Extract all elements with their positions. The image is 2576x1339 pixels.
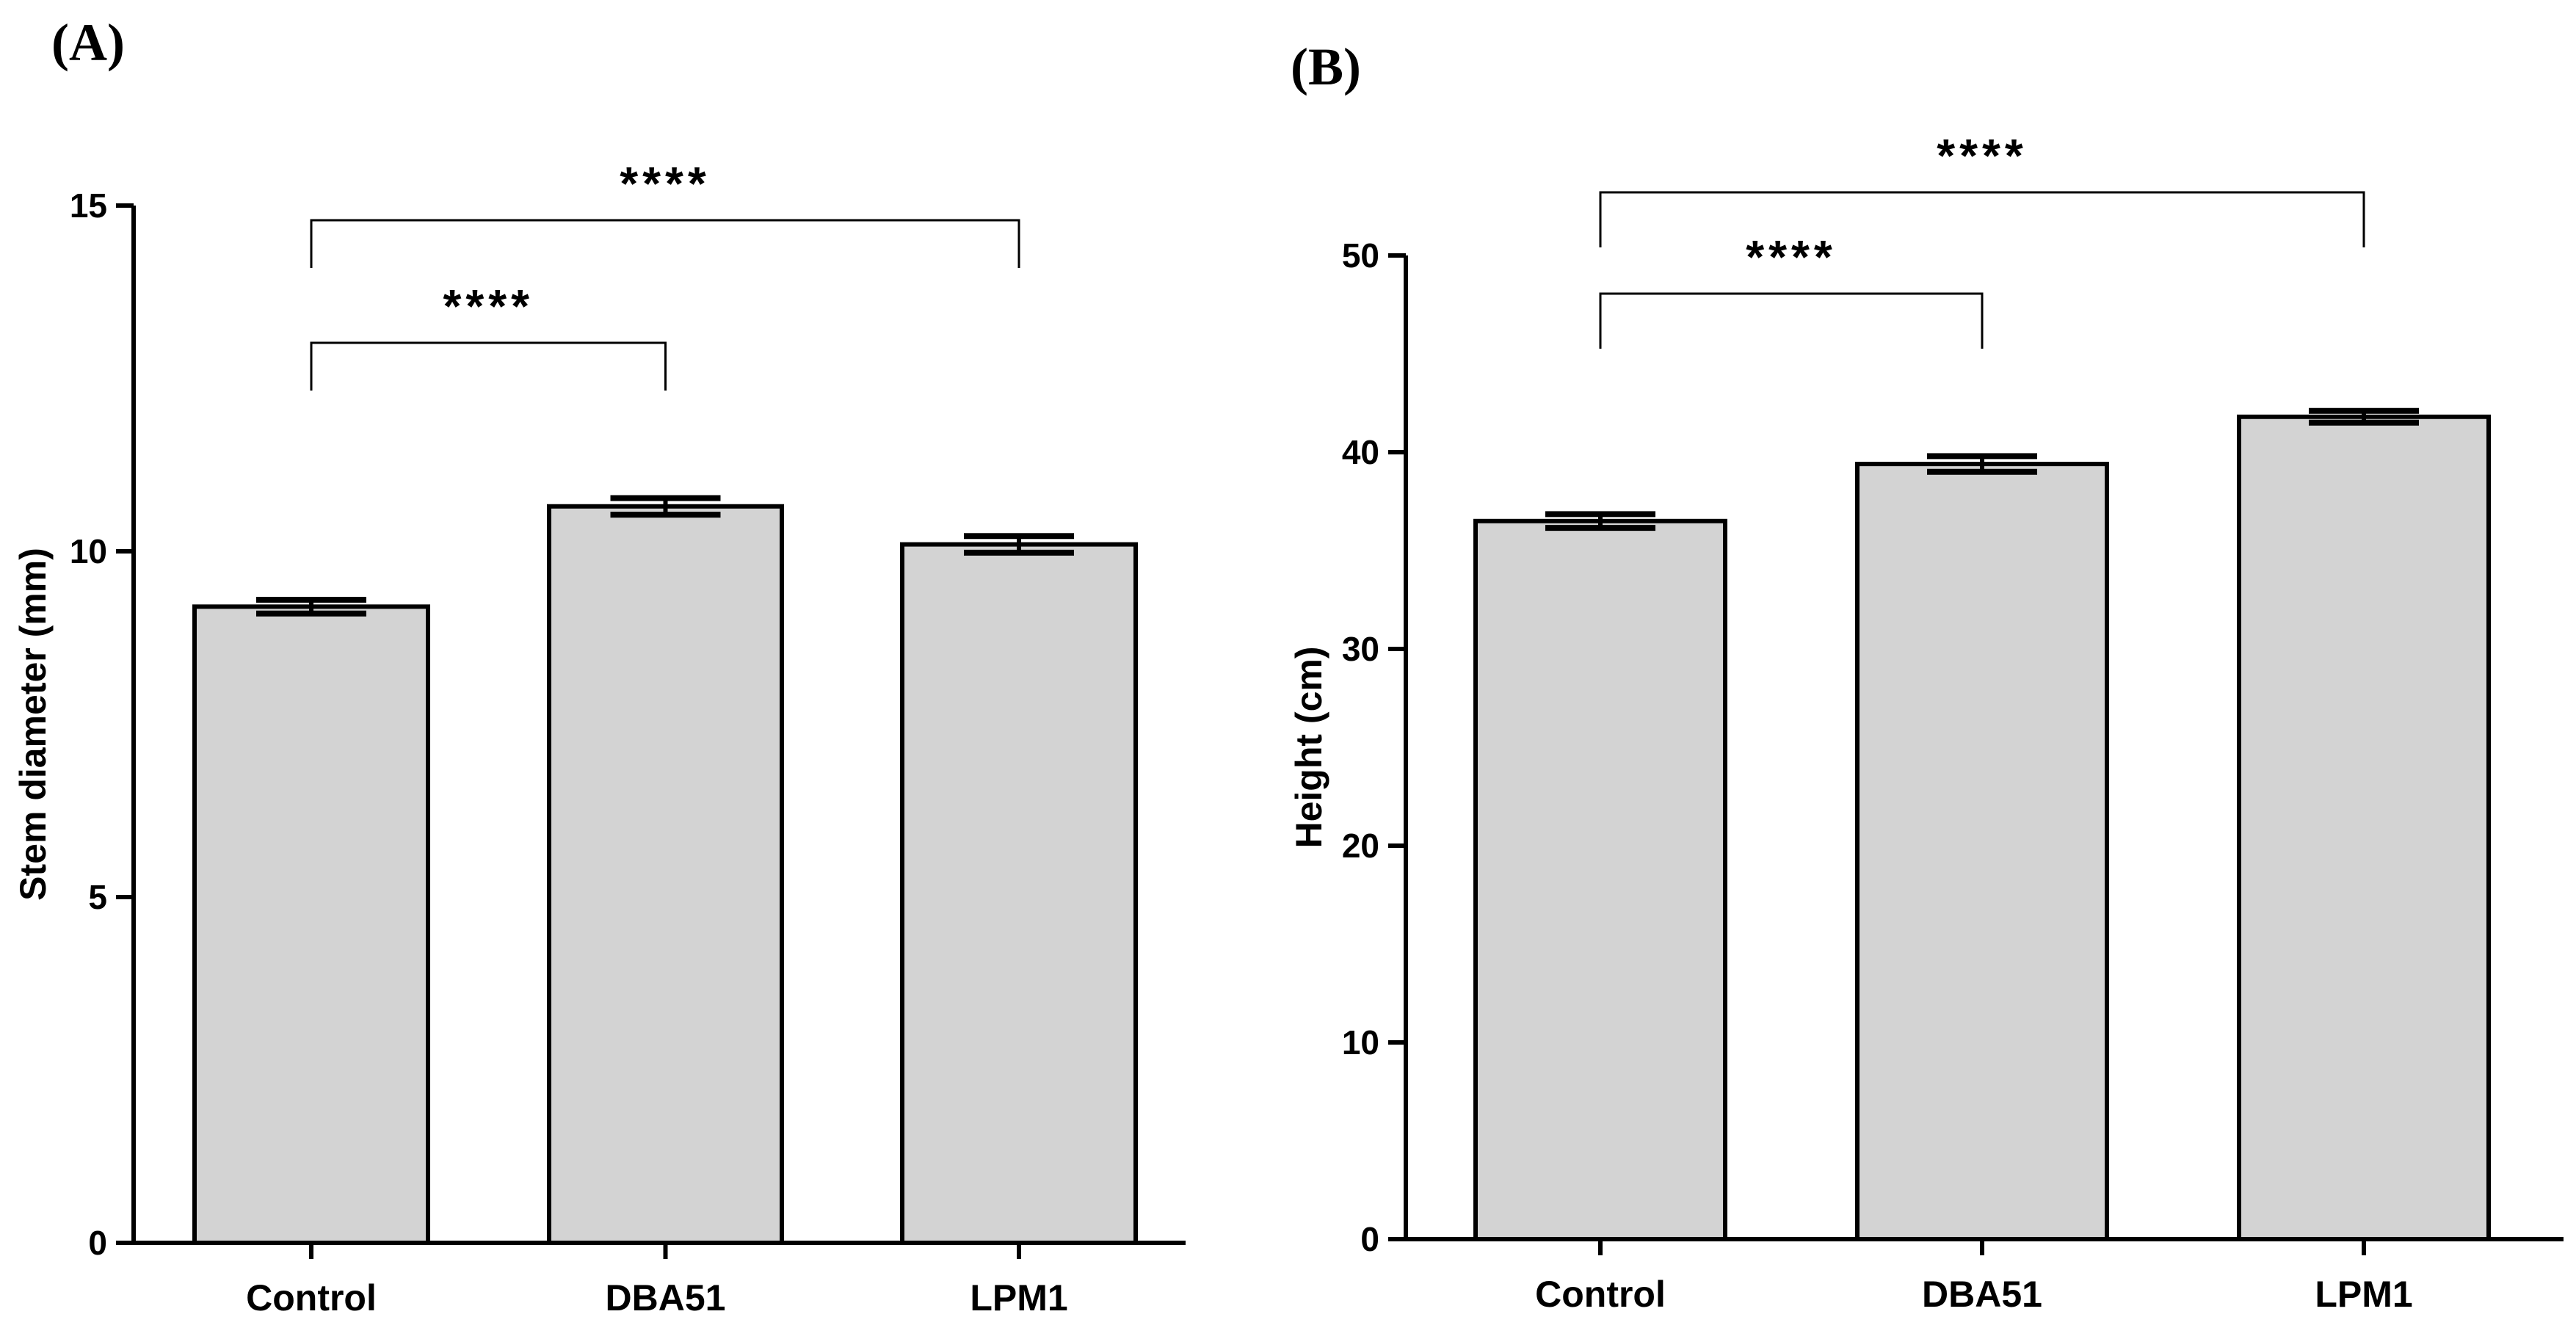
significance-bracket bbox=[1599, 292, 1984, 349]
y-tick-label: 10 bbox=[1342, 1023, 1379, 1062]
y-tick-label: 20 bbox=[1342, 827, 1379, 865]
bar-lpm1 bbox=[900, 542, 1138, 1245]
y-tick-label: 30 bbox=[1342, 630, 1379, 668]
x-tick-label: LPM1 bbox=[2315, 1274, 2412, 1315]
bar-dba51 bbox=[547, 504, 784, 1245]
panel-a: (A) 0 5 10 15 Stem diameter (mm) Control DBA51… bbox=[12, 13, 1186, 1318]
x-tick-label: Control bbox=[246, 1277, 377, 1318]
y-tick-label: 0 bbox=[88, 1224, 107, 1262]
significance-label: **** bbox=[620, 157, 711, 210]
y-tick-label: 15 bbox=[70, 186, 107, 225]
significance-label: **** bbox=[1746, 231, 1837, 283]
panel-b: (B) 0 10 20 30 40 50 Height (cm) Control DBA51 LP… bbox=[1288, 37, 2564, 1315]
y-tick-label: 0 bbox=[1360, 1220, 1379, 1258]
significance-bracket bbox=[310, 219, 1020, 268]
y-tick-label: 10 bbox=[70, 532, 107, 570]
y-tick-label: 5 bbox=[88, 878, 107, 916]
bar-control bbox=[192, 604, 430, 1245]
y-tick-label: 40 bbox=[1342, 433, 1379, 471]
bar-lpm1 bbox=[2237, 414, 2491, 1241]
panel-label: (B) bbox=[1291, 37, 1361, 96]
x-tick-label: Control bbox=[1535, 1274, 1666, 1315]
x-tick-label: DBA51 bbox=[606, 1277, 726, 1318]
significance-bracket bbox=[1599, 191, 2365, 247]
bar-control bbox=[1473, 518, 1727, 1241]
y-tick-label: 50 bbox=[1342, 236, 1379, 275]
y-axis-title: Height (cm) bbox=[1288, 647, 1329, 849]
significance-bracket bbox=[310, 341, 667, 391]
x-tick-label: LPM1 bbox=[970, 1277, 1067, 1318]
x-tick-label: DBA51 bbox=[1922, 1274, 2042, 1315]
significance-label: **** bbox=[443, 280, 534, 333]
panel-label: (A) bbox=[51, 13, 125, 72]
significance-label: **** bbox=[1937, 129, 2028, 182]
y-axis-title: Stem diameter (mm) bbox=[12, 548, 54, 901]
bar-dba51 bbox=[1855, 462, 2109, 1242]
